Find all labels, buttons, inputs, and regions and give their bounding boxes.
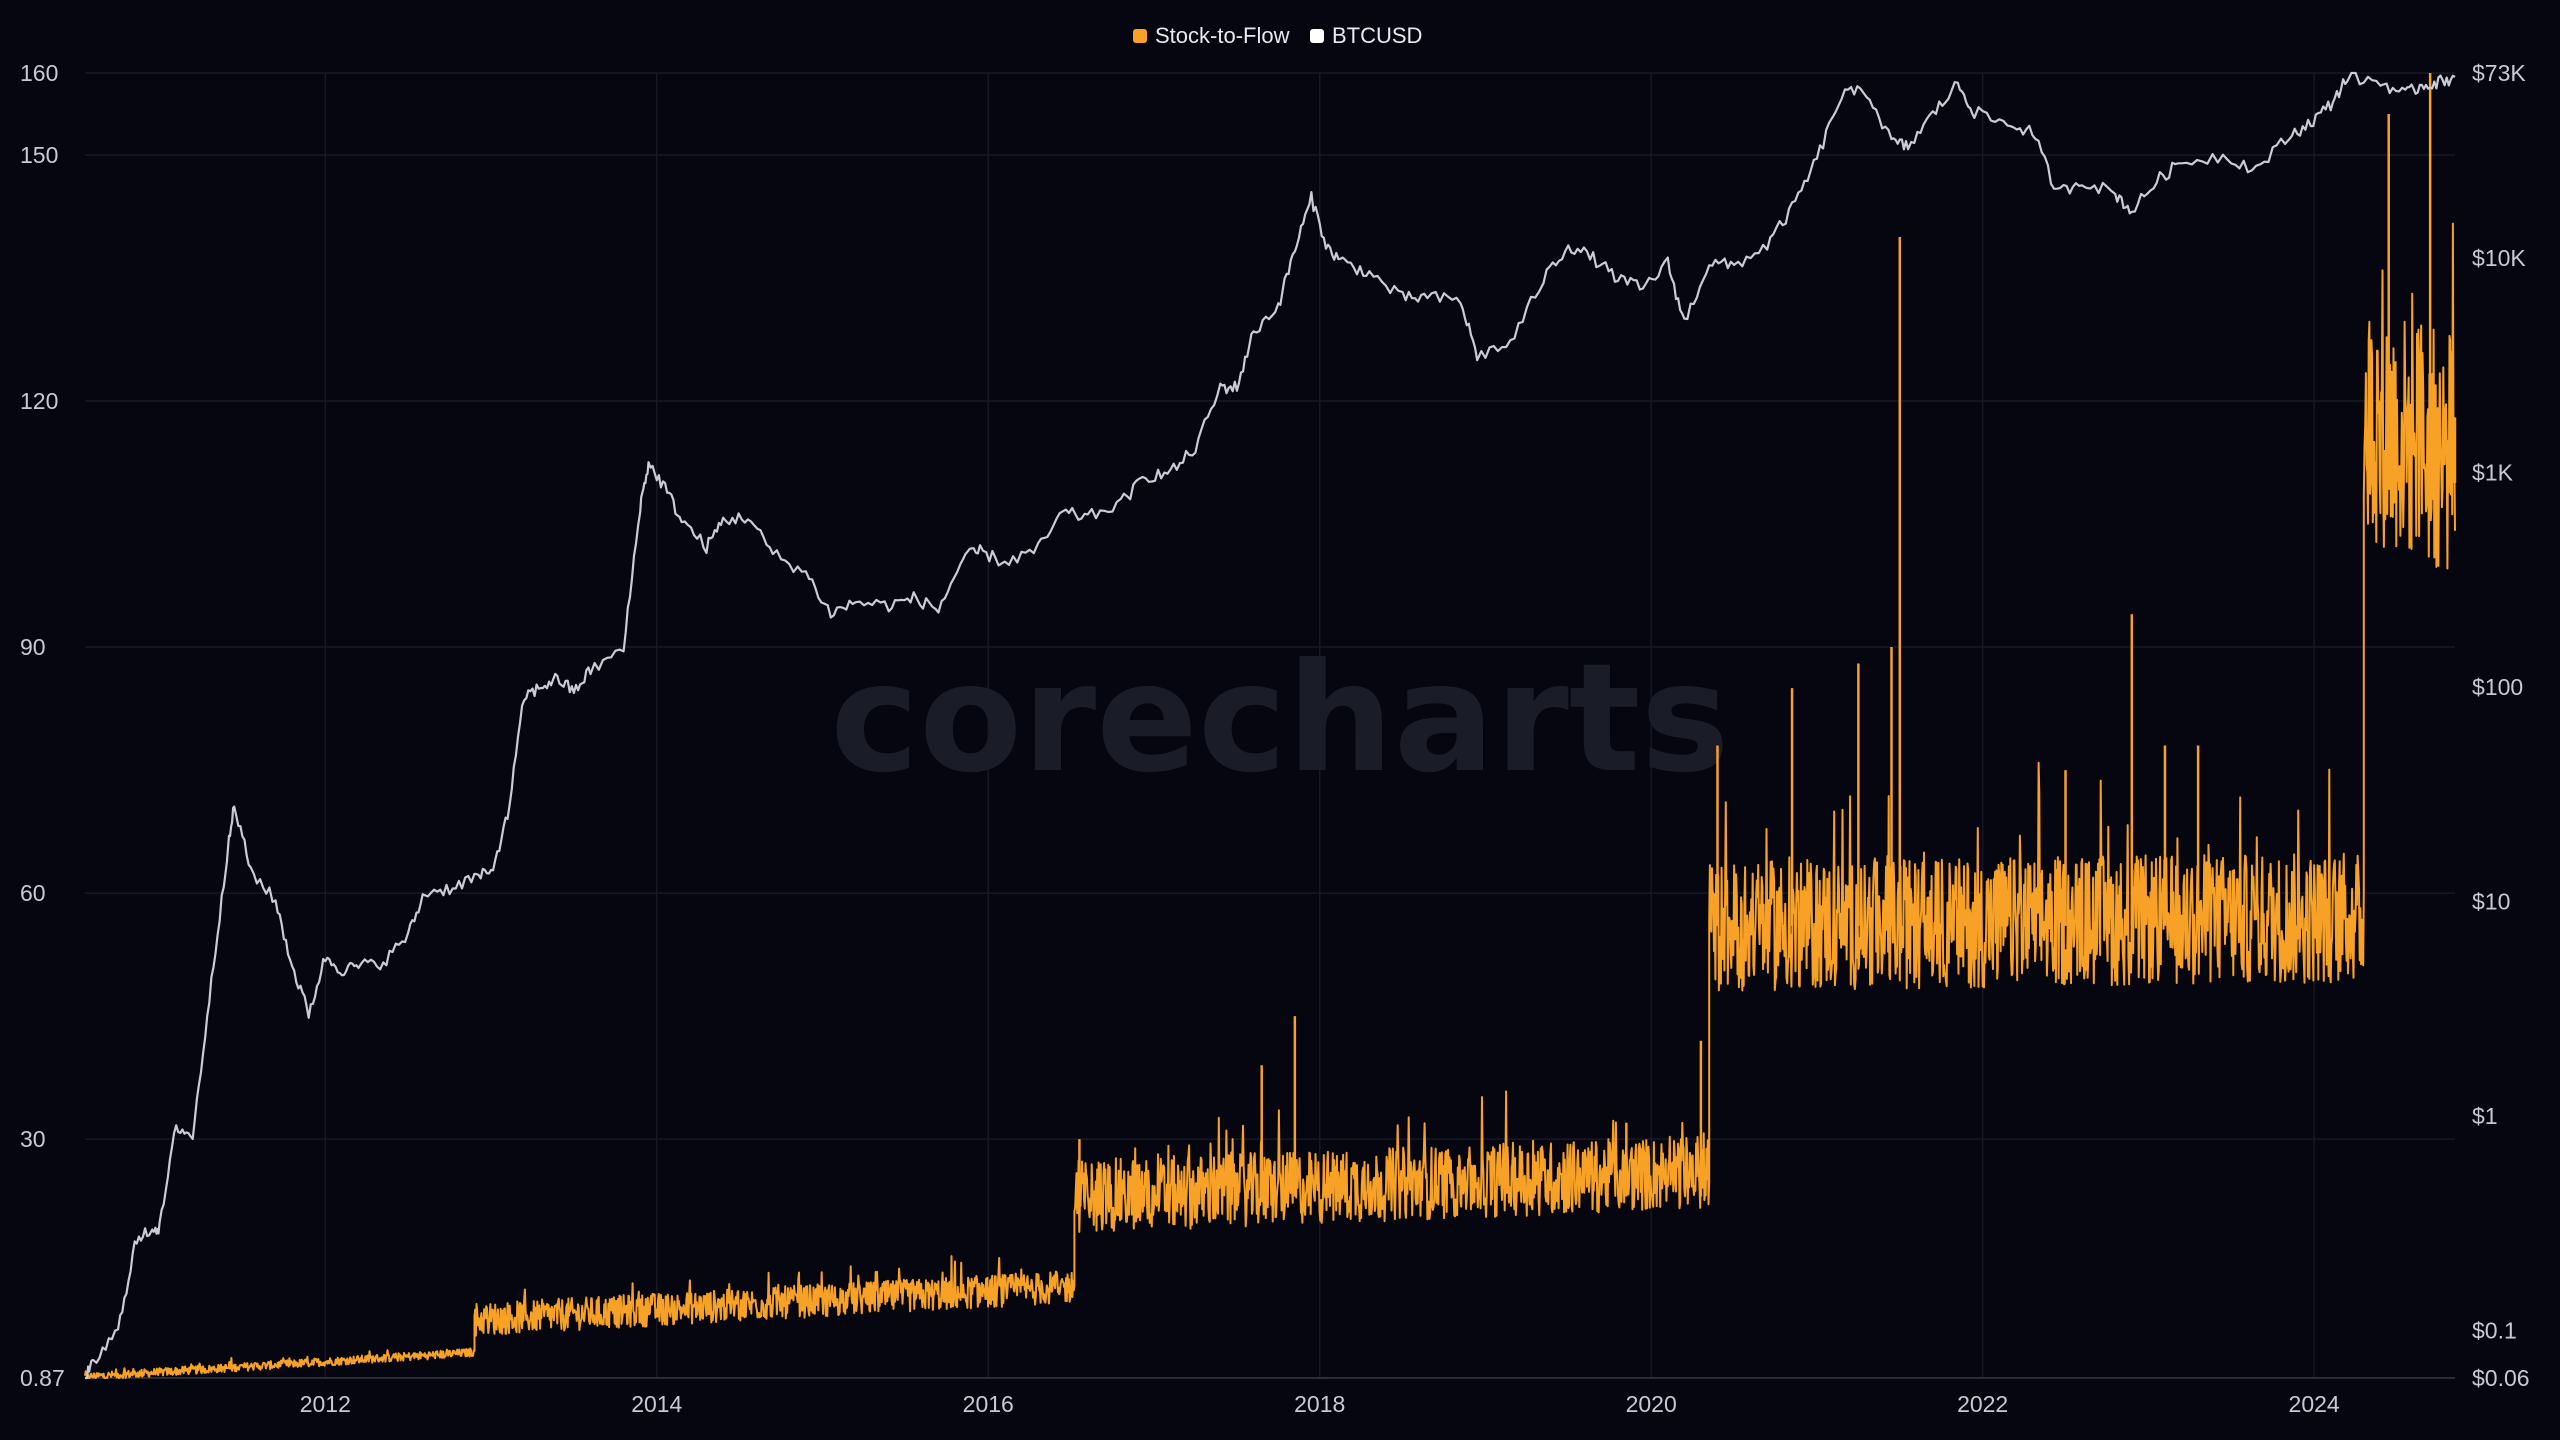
watermark: corecharts bbox=[830, 632, 1730, 806]
series-btcusd-line bbox=[84, 71, 2456, 1380]
right-tick-label: $100 bbox=[2472, 674, 2523, 700]
x-tick-label: 2012 bbox=[300, 1391, 351, 1417]
legend-swatch bbox=[1310, 29, 1324, 43]
left-tick-label: 160 bbox=[20, 60, 58, 86]
right-tick-label: $73K bbox=[2472, 60, 2526, 86]
right-tick-label: $1 bbox=[2472, 1103, 2498, 1129]
series-stock-to-flow-line bbox=[84, 222, 2456, 1379]
grid bbox=[85, 72, 2455, 1379]
right-tick-label: $0.06 bbox=[2472, 1365, 2530, 1391]
x-tick-label: 2016 bbox=[963, 1391, 1014, 1417]
left-tick-label: 0.87 bbox=[20, 1365, 65, 1391]
left-tick-label: 60 bbox=[20, 880, 46, 906]
series-layer bbox=[84, 71, 2457, 1380]
x-tick-label: 2014 bbox=[631, 1391, 682, 1417]
legend-label: Stock-to-Flow bbox=[1155, 23, 1290, 48]
legend[interactable]: Stock-to-Flow BTCUSD bbox=[1133, 23, 1422, 48]
legend-item-stock-to-flow[interactable]: Stock-to-Flow bbox=[1133, 23, 1290, 48]
left-tick-label: 120 bbox=[20, 388, 58, 414]
right-tick-label: $1K bbox=[2472, 460, 2514, 486]
legend-item-btcusd[interactable]: BTCUSD bbox=[1310, 23, 1422, 48]
right-axis: $73K $10K $1K $100 $10 $1 $0.1 $0.06 bbox=[2472, 60, 2530, 1391]
left-tick-label: 90 bbox=[20, 634, 46, 660]
right-tick-label: $10K bbox=[2472, 245, 2526, 271]
x-tick-label: 2024 bbox=[2289, 1391, 2340, 1417]
legend-swatch bbox=[1133, 29, 1147, 43]
x-axis: 2012 2014 2016 2018 2020 2022 2024 bbox=[300, 1391, 2340, 1417]
legend-label: BTCUSD bbox=[1332, 23, 1422, 48]
left-tick-label: 30 bbox=[20, 1126, 46, 1152]
right-tick-label: $10 bbox=[2472, 889, 2510, 915]
left-axis: 160 150 120 90 60 30 0.87 bbox=[20, 60, 65, 1391]
x-tick-label: 2022 bbox=[1957, 1391, 2008, 1417]
x-tick-label: 2018 bbox=[1294, 1391, 1345, 1417]
right-tick-label: $0.1 bbox=[2472, 1317, 2517, 1343]
x-tick-label: 2020 bbox=[1626, 1391, 1677, 1417]
left-tick-label: 150 bbox=[20, 142, 58, 168]
